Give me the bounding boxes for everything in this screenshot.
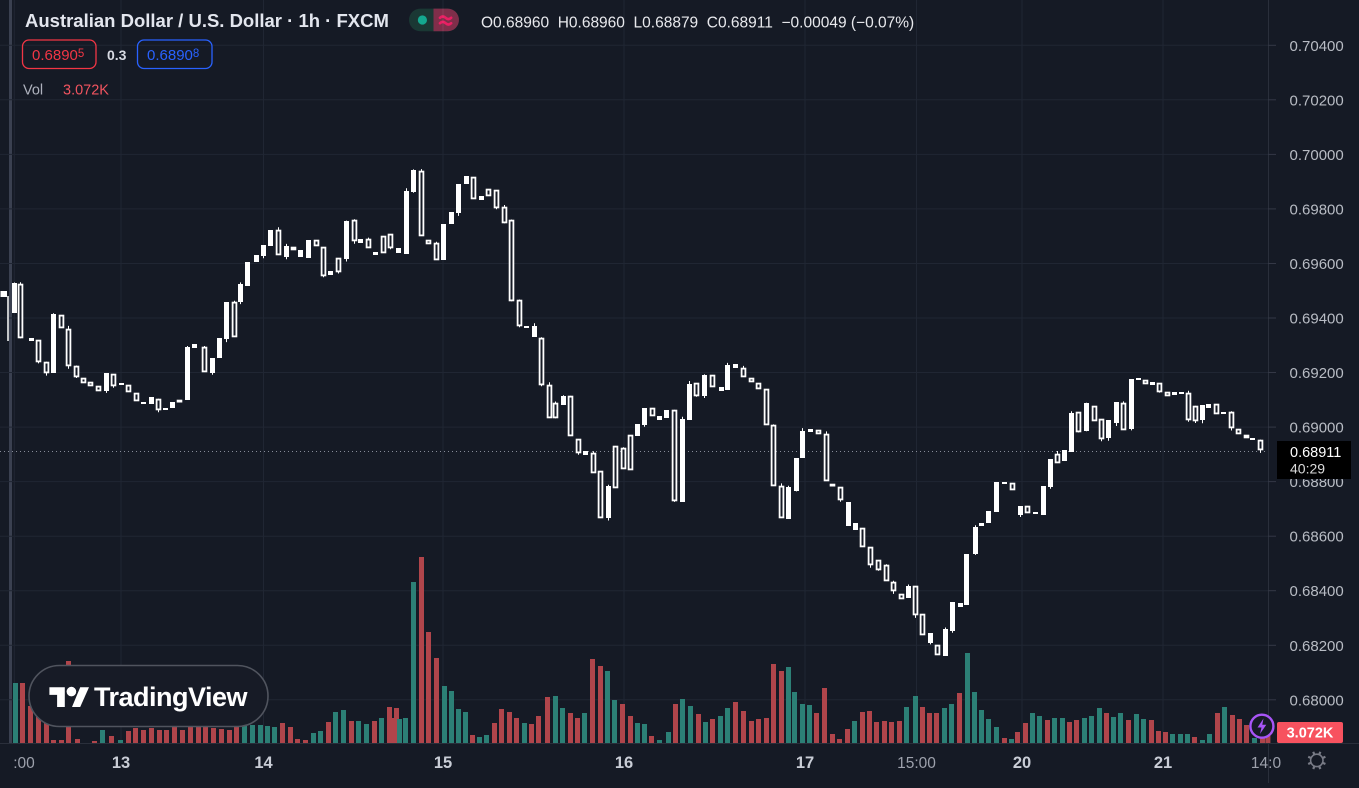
svg-text:0.68200: 0.68200 <box>1290 638 1344 655</box>
svg-text:0.3: 0.3 <box>107 47 127 63</box>
svg-text:40:29: 40:29 <box>1290 461 1325 477</box>
svg-text:Australian Dollar / U.S. Dolla: Australian Dollar / U.S. Dollar · 1h · F… <box>25 10 389 31</box>
svg-text:0.68908: 0.68908 <box>147 47 199 64</box>
svg-text:0.69800: 0.69800 <box>1290 201 1344 218</box>
svg-text:0.69000: 0.69000 <box>1290 420 1344 437</box>
svg-text:0.69400: 0.69400 <box>1290 311 1344 328</box>
svg-text:0.70400: 0.70400 <box>1290 38 1344 55</box>
svg-text:17: 17 <box>796 754 814 772</box>
svg-text:0.70000: 0.70000 <box>1290 147 1344 164</box>
svg-text:21: 21 <box>1154 754 1172 772</box>
svg-text:3.072K: 3.072K <box>1287 726 1334 742</box>
svg-text:3.072K: 3.072K <box>63 83 109 99</box>
svg-text:0.70200: 0.70200 <box>1290 92 1344 109</box>
svg-text:0.68911: 0.68911 <box>1290 445 1341 461</box>
svg-text:15: 15 <box>434 754 452 772</box>
svg-text:15:00: 15:00 <box>897 755 936 772</box>
svg-text:0.68905: 0.68905 <box>32 47 84 64</box>
svg-text:14: 14 <box>254 754 273 772</box>
svg-text:0.68600: 0.68600 <box>1290 529 1344 546</box>
svg-text:O0.68960 H0.68960 L0.68879: O0.68960 H0.68960 L0.68879 C0.68911 −0.0… <box>481 15 914 32</box>
svg-text:14:0: 14:0 <box>1251 755 1282 772</box>
svg-text:0.68400: 0.68400 <box>1290 583 1344 600</box>
svg-text::00: :00 <box>13 755 35 772</box>
svg-text:16: 16 <box>615 754 633 772</box>
svg-text:TradingView: TradingView <box>94 682 249 712</box>
svg-text:0.69600: 0.69600 <box>1290 256 1344 273</box>
svg-text:0.68000: 0.68000 <box>1290 692 1344 709</box>
svg-text:0.69200: 0.69200 <box>1290 365 1344 382</box>
svg-text:Vol: Vol <box>23 83 43 99</box>
svg-text:20: 20 <box>1013 754 1031 772</box>
svg-text:13: 13 <box>112 754 130 772</box>
